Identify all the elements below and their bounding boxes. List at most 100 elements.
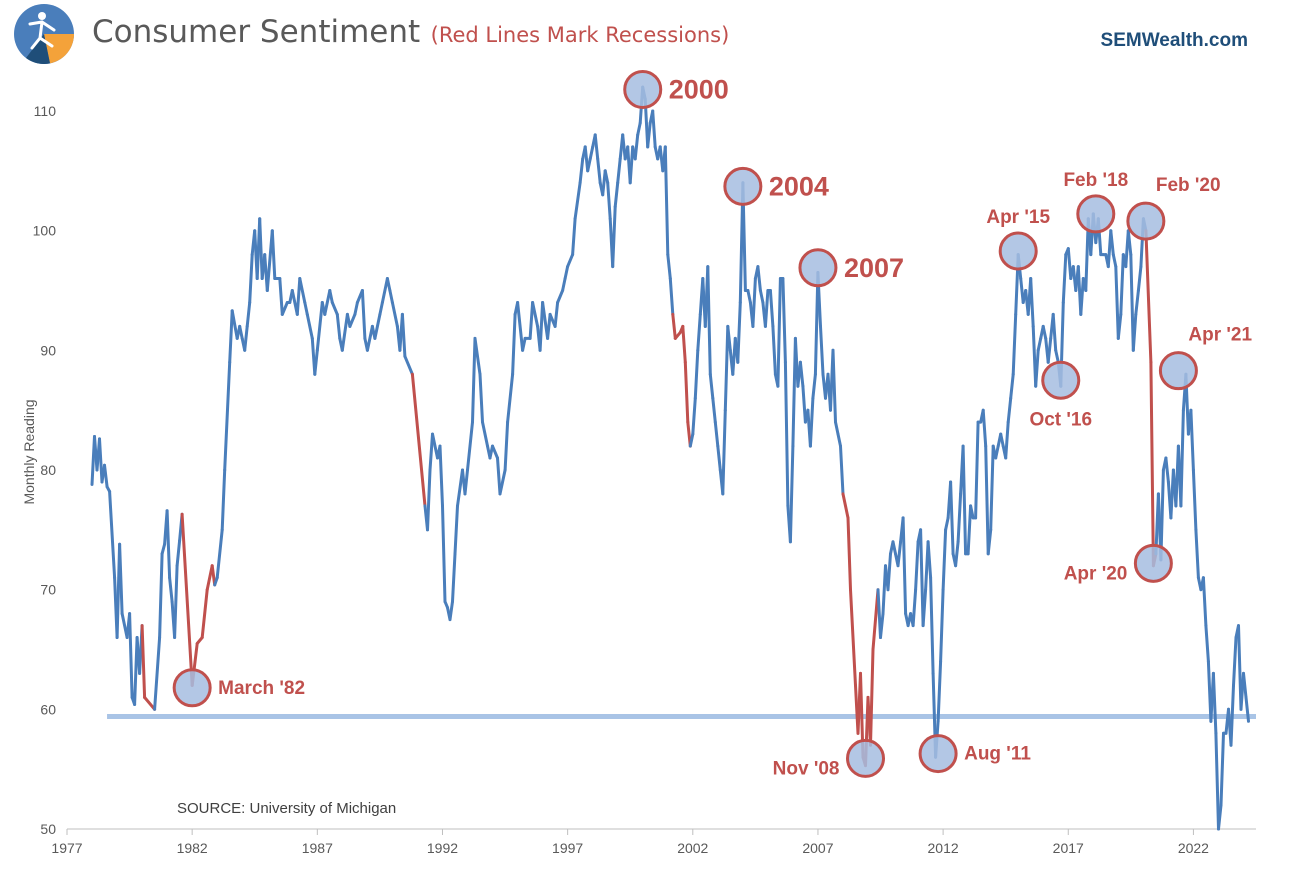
sentiment-segment: [503, 420, 510, 472]
annotation-circle: [846, 738, 886, 778]
sentiment-segment: [646, 121, 652, 149]
sentiment-segment: [348, 312, 357, 328]
sentiment-segment: [801, 384, 807, 424]
sentiment-segment: [696, 312, 702, 352]
sentiment-segment: [426, 468, 432, 532]
sentiment-segment: [1191, 468, 1198, 532]
sentiment-segment: [1242, 671, 1248, 699]
sentiment-segment: [956, 492, 963, 544]
sentiment-segment: [128, 612, 134, 699]
sentiment-segment: [1129, 253, 1135, 352]
sentiment-segment: [834, 420, 840, 436]
sentiment-segment: [491, 444, 499, 460]
annotation-label: Apr '21: [1188, 325, 1252, 346]
sentiment-segment: [561, 277, 567, 292]
sentiment-segment: [478, 372, 484, 424]
sentiment-segment: [315, 301, 324, 352]
sentiment-segment: [473, 336, 482, 376]
sentiment-segment: [388, 289, 394, 304]
annotation-label: Apr '15: [986, 207, 1050, 228]
sentiment-segment: [498, 468, 507, 496]
x-tick-label: 2012: [928, 840, 959, 856]
sentiment-segment: [441, 504, 447, 604]
sentiment-segment: [693, 348, 700, 400]
sentiment-segment: [573, 181, 582, 221]
annotation-circle: [998, 231, 1038, 271]
sentiment-segment: [278, 277, 284, 316]
sentiment-segment: [721, 408, 727, 496]
annotation-markers: March '82 2000 2004 2007 Nov '08 Aug '11 Apr '…: [172, 69, 1252, 779]
sentiment-segment: [328, 289, 334, 304]
recession-segment: [841, 492, 850, 520]
sentiment-segment: [1036, 336, 1043, 352]
sentiment-segment: [556, 289, 565, 304]
sentiment-segment: [914, 540, 920, 592]
sentiment-segment: [215, 528, 224, 580]
annotation-circle: [623, 69, 663, 109]
sentiment-segment: [1201, 576, 1208, 628]
sentiment-segment: [708, 372, 715, 400]
annotation-label: Nov '08: [773, 758, 840, 779]
sentiment-segment: [228, 309, 234, 364]
annotation-circle: [1126, 201, 1166, 241]
sentiment-segment: [516, 301, 525, 352]
annotation-label: Apr '20: [1064, 563, 1128, 584]
sentiment-segment: [756, 265, 762, 292]
sentiment-segment: [538, 301, 545, 352]
sentiment-segment: [1194, 528, 1200, 580]
sentiment-segment: [340, 312, 349, 352]
sentiment-segment: [611, 205, 617, 269]
sentiment-segment: [726, 324, 732, 352]
sentiment-segment: [919, 528, 925, 628]
sentiment-segment: [603, 169, 610, 185]
sentiment-segment: [1011, 312, 1018, 376]
sentiment-segment: [1009, 372, 1015, 400]
sentiment-segment: [373, 312, 382, 340]
sentiment-segment: [984, 444, 990, 556]
sentiment-segment: [879, 612, 885, 639]
sentiment-segment: [323, 289, 332, 316]
sentiment-segment: [168, 576, 174, 604]
sentiment-segment: [936, 660, 943, 723]
sentiment-segment: [736, 301, 742, 364]
sentiment-segment: [160, 542, 167, 556]
chart-header: Consumer Sentiment (Red Lines Mark Reces…: [0, 0, 1296, 70]
sentiment-segment: [175, 539, 182, 568]
sentiment-segment: [1119, 253, 1125, 316]
sentiment-segment: [1131, 312, 1138, 352]
sentiment-segment: [1136, 265, 1143, 292]
sentiment-segment: [723, 324, 730, 412]
y-tick-label: 80: [40, 462, 56, 478]
sentiment-segment: [1041, 324, 1048, 340]
x-tick-label: 2002: [677, 840, 708, 856]
sentiment-segment: [400, 312, 407, 358]
sentiment-segment: [808, 396, 815, 448]
y-tick-label: 70: [40, 582, 56, 598]
sentiment-segment: [118, 542, 124, 616]
sentiment-segment: [506, 372, 515, 424]
chart-axes: 1977 1982 1987 1992 1997 2002 2007 2012 2017 2022…: [33, 103, 1256, 856]
sentiment-segment: [380, 277, 389, 304]
recession-segment: [410, 372, 427, 508]
source-note: SOURCE: University of Michigan: [177, 800, 396, 817]
sentiment-segment: [295, 277, 302, 316]
sentiment-segment: [606, 181, 612, 221]
brand-link[interactable]: SEMWealth.com: [1100, 30, 1248, 51]
sentiment-segment: [758, 289, 765, 304]
sentiment-segment: [711, 396, 717, 424]
sentiment-segment: [438, 444, 444, 508]
sentiment-segment: [969, 504, 975, 520]
y-tick-label: 110: [34, 103, 57, 119]
annotation-circle: [798, 248, 838, 288]
sentiment-segment: [1079, 277, 1085, 316]
annotation-label: Oct '16: [1029, 409, 1092, 430]
sentiment-segment: [1189, 408, 1195, 472]
annotation-circle: [1158, 351, 1198, 391]
sentiment-segment: [836, 432, 842, 448]
sentiment-segment: [966, 504, 973, 556]
sentiment-segment: [713, 420, 720, 448]
x-tick-label: 2022: [1178, 840, 1209, 856]
sentiment-segment: [771, 324, 777, 376]
annotation-circle: [1076, 194, 1116, 234]
sentiment-segment: [431, 432, 439, 460]
